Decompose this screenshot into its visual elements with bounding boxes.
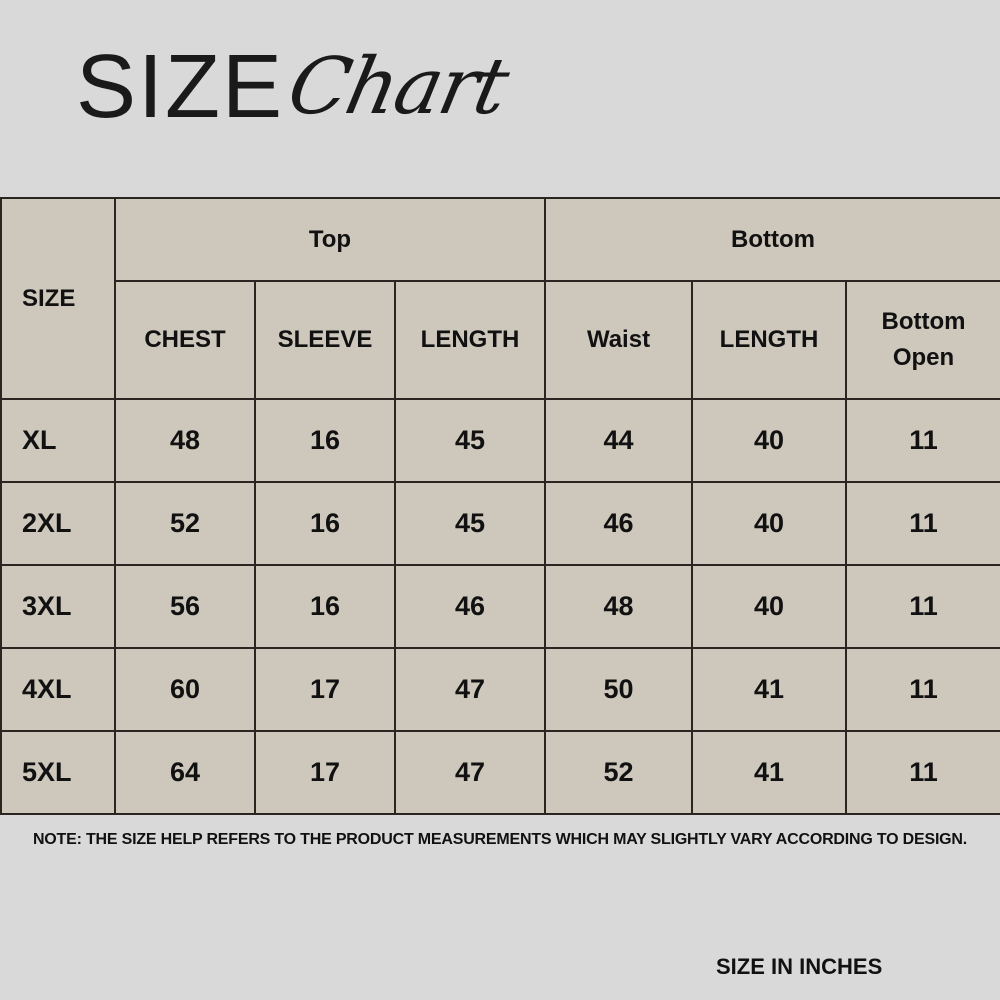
table-row: 3XL 56 16 46 48 40 11 <box>0 564 1000 649</box>
measurement-cell: 45 <box>394 481 546 566</box>
measurement-cell: 52 <box>114 481 256 566</box>
column-header-bottom-open: Bottom Open <box>844 280 1000 400</box>
measurement-cell: 48 <box>544 564 693 649</box>
table-row: XL 48 16 45 44 40 11 <box>0 398 1000 483</box>
size-header: SIZE <box>0 197 116 400</box>
measurement-cell: 45 <box>394 398 546 483</box>
table-row: 5XL 64 17 47 52 41 11 <box>0 730 1000 815</box>
measurement-cell: 11 <box>844 398 1000 483</box>
measurement-cell: 40 <box>691 564 847 649</box>
column-header-waist: Waist <box>544 280 693 400</box>
measurement-cell: 11 <box>844 647 1000 732</box>
group-header-bottom: Bottom <box>543 197 1000 282</box>
title-size: SIZE <box>76 37 285 137</box>
table-row: 2XL 52 16 45 46 40 11 <box>0 481 1000 566</box>
note-text: NOTE: THE SIZE HELP REFERS TO THE PRODUC… <box>32 831 968 848</box>
column-header-bottom-length: LENGTH <box>691 280 847 400</box>
measurement-cell: 47 <box>394 647 546 732</box>
size-label: 5XL <box>0 730 116 815</box>
measurement-cell: 11 <box>844 481 1000 566</box>
title-chart-script: Chart <box>280 42 515 132</box>
group-header-top: Top <box>114 197 546 282</box>
column-header-top-length: LENGTH <box>394 280 546 400</box>
measurement-cell: 11 <box>844 730 1000 815</box>
measurement-cell: 40 <box>691 481 847 566</box>
measurement-cell: 17 <box>254 730 396 815</box>
units-label: SIZE IN INCHES <box>716 954 883 979</box>
column-header-sleeve: SLEEVE <box>254 280 396 400</box>
size-label: 2XL <box>0 481 116 566</box>
measurement-cell: 46 <box>394 564 546 649</box>
column-header-chest: CHEST <box>114 280 256 400</box>
measurement-cell: 41 <box>691 647 847 732</box>
measurement-cell: 40 <box>691 398 847 483</box>
measurement-cell: 52 <box>544 730 693 815</box>
measurement-cell: 44 <box>544 398 693 483</box>
size-label: XL <box>0 398 116 483</box>
measurement-cell: 16 <box>254 398 396 483</box>
size-label: 3XL <box>0 564 116 649</box>
size-label: 4XL <box>0 647 116 732</box>
table-row: 4XL 60 17 47 50 41 11 <box>0 647 1000 732</box>
size-chart-table: SIZE Top Bottom CHEST SLEEVE LENGTH Wais… <box>0 197 1000 815</box>
measurement-cell: 56 <box>114 564 256 649</box>
measurement-cell: 11 <box>844 564 1000 649</box>
measurement-cell: 60 <box>114 647 256 732</box>
measurement-cell: 17 <box>254 647 396 732</box>
measurement-cell: 41 <box>691 730 847 815</box>
measurement-cell: 16 <box>254 481 396 566</box>
measurement-cell: 48 <box>114 398 256 483</box>
measurement-cell: 64 <box>114 730 256 815</box>
measurement-cell: 47 <box>394 730 546 815</box>
measurement-cell: 46 <box>544 481 693 566</box>
measurement-cell: 50 <box>544 647 693 732</box>
measurement-cell: 16 <box>254 564 396 649</box>
